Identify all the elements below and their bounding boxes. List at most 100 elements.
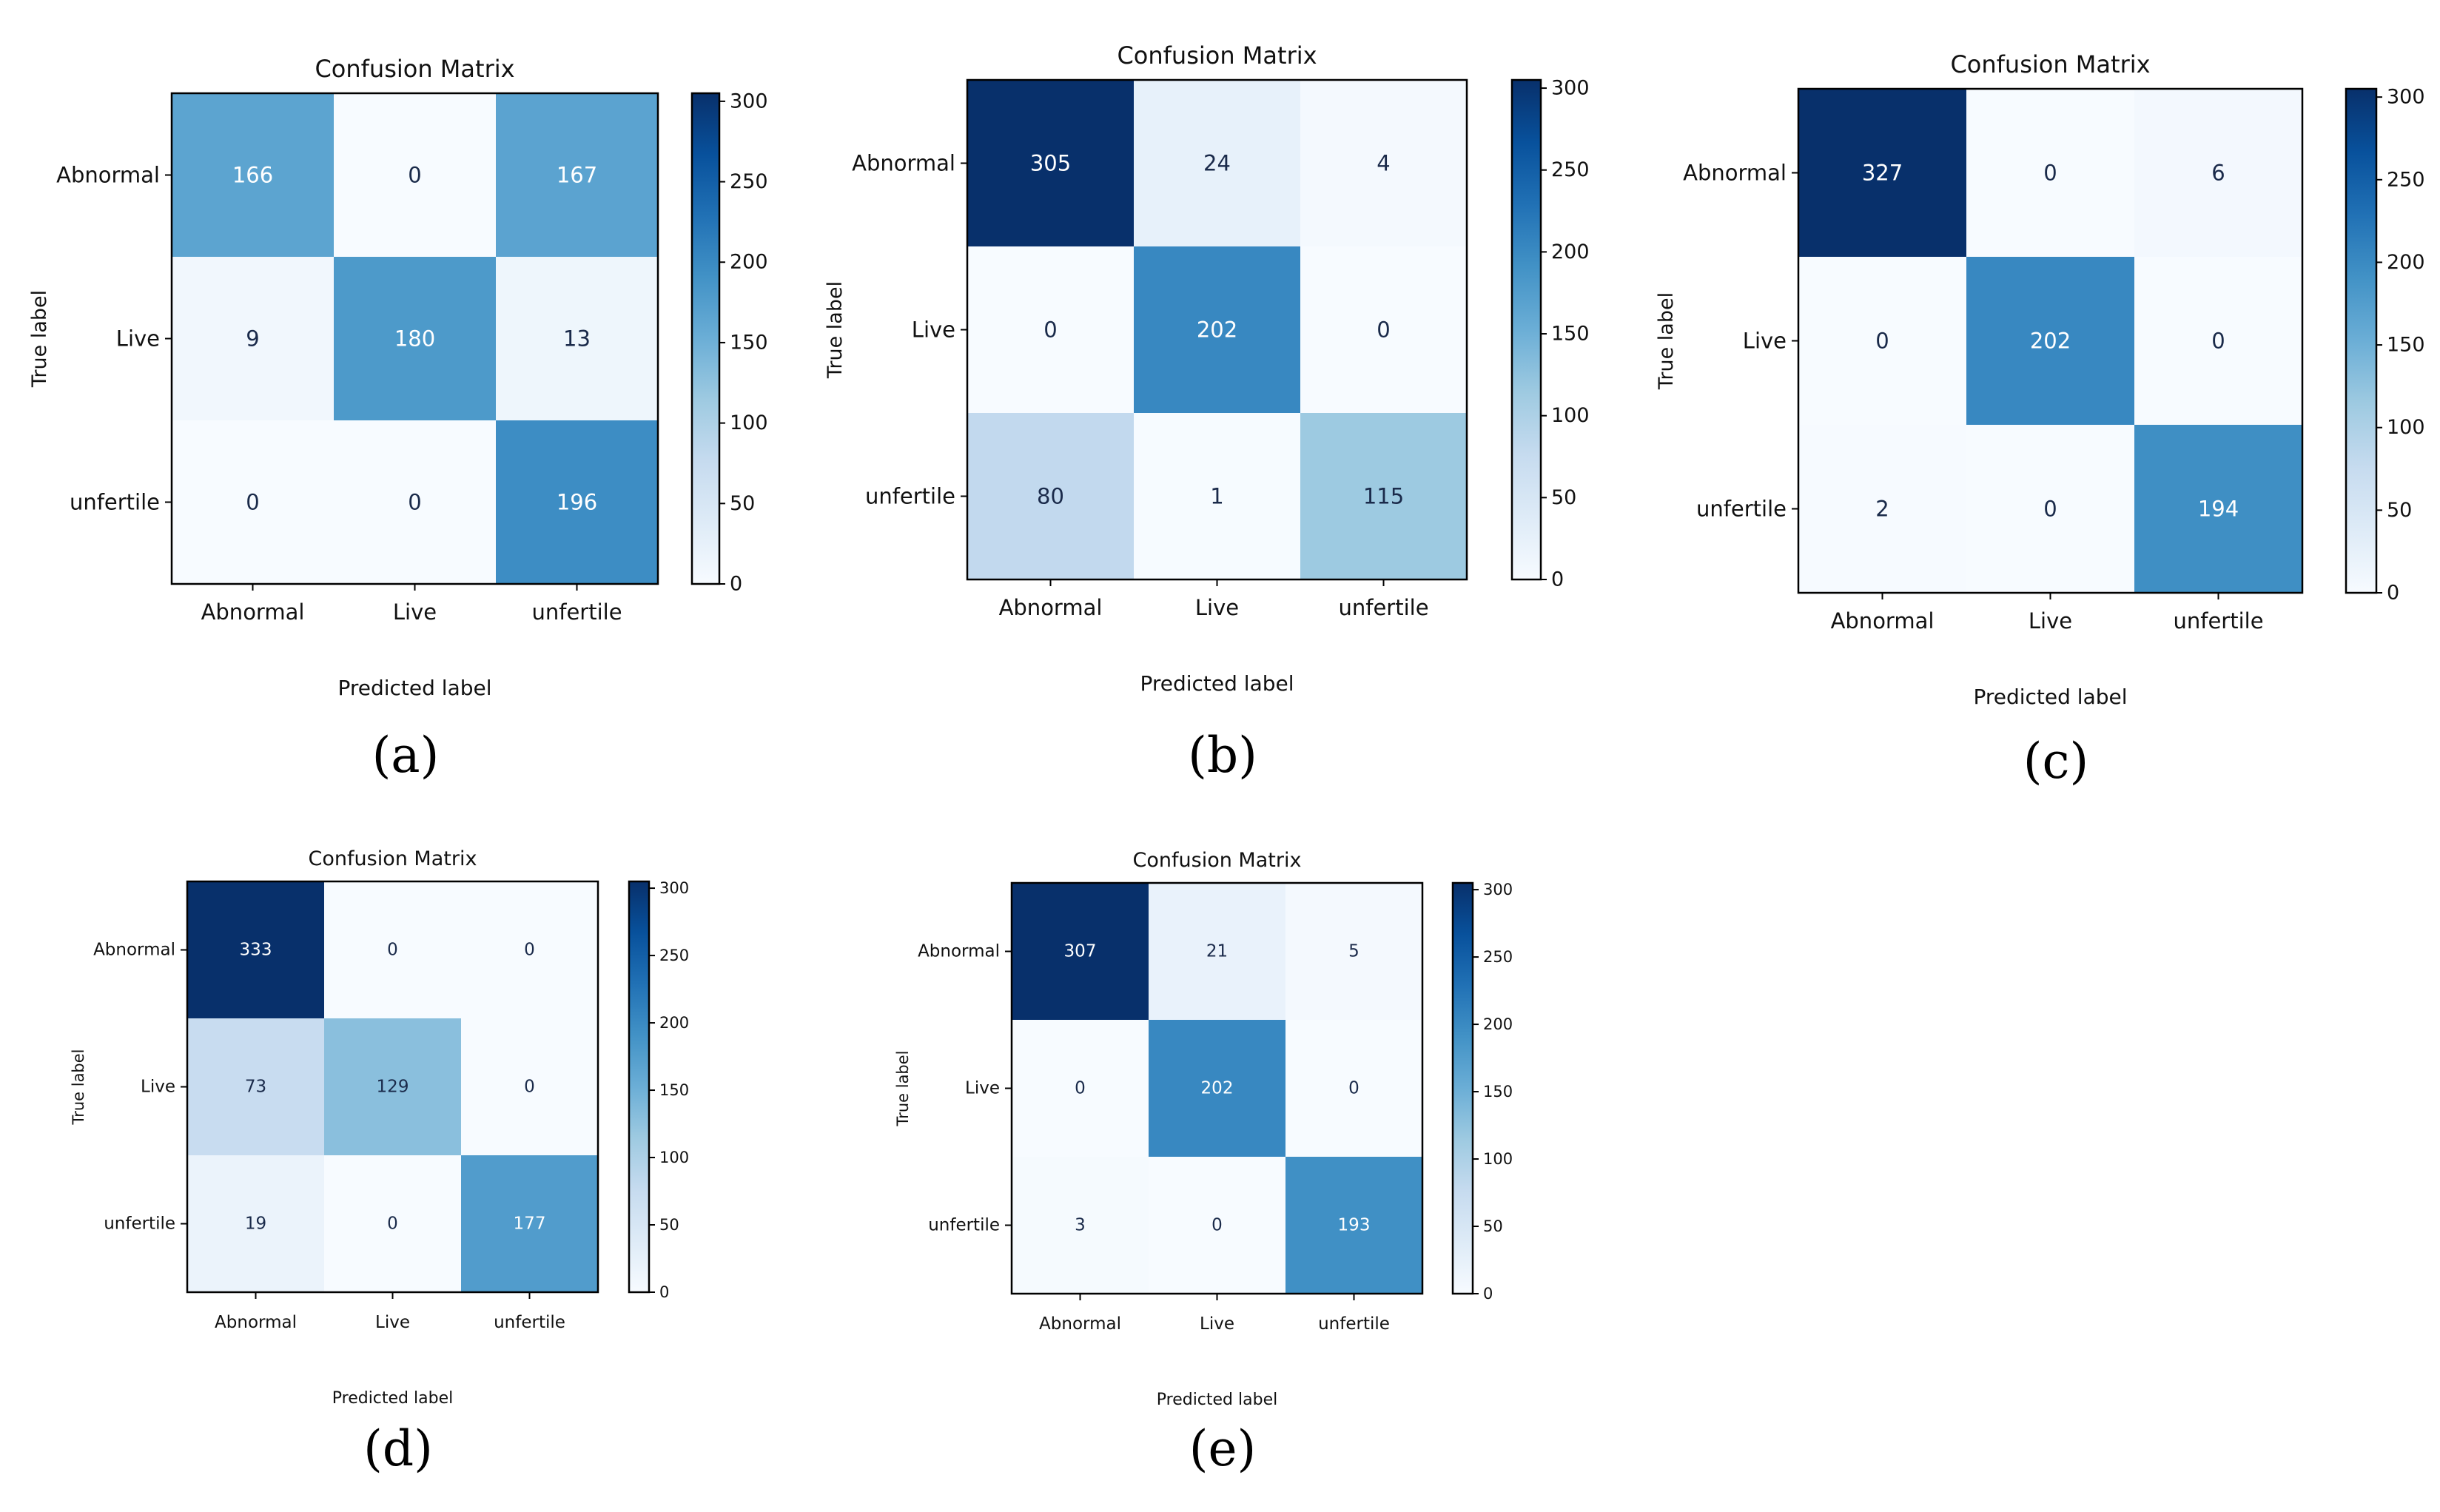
heatmap-cell [187, 1155, 324, 1292]
heatmap-cell [1134, 413, 1300, 579]
heatmap-cell [1134, 246, 1300, 413]
heatmap-cell [1798, 425, 1966, 593]
heatmap-cell [1134, 80, 1300, 246]
colorbar-tick-label: 100 [1483, 1150, 1513, 1168]
confusion-matrix-panel-a: Confusion Matrix 166 0 167 9 180 13 0 0 196 Abnorm… [28, 55, 768, 784]
x-tick-label: Live [393, 599, 437, 625]
cell-value-label: 0 [246, 490, 259, 515]
heatmap-cell [324, 881, 461, 1018]
colorbar-tick-label: 200 [1551, 241, 1590, 263]
cell-value-label: 13 [563, 326, 591, 352]
cell-value-label: 202 [2030, 329, 2071, 354]
heatmap-cell [1798, 89, 1966, 257]
y-axis-label: True label [70, 1049, 87, 1125]
colorbar-tick-label: 150 [659, 1081, 689, 1099]
heatmap-cell [2134, 89, 2302, 257]
chart-title: Confusion Matrix [1950, 50, 2150, 78]
y-tick-label: unfertile [865, 484, 955, 509]
y-axis-label: True label [894, 1050, 912, 1126]
cell-value-label: 202 [1197, 317, 1237, 343]
cell-value-label: 177 [514, 1214, 546, 1234]
cell-value-label: 0 [1348, 1079, 1360, 1098]
heatmap-cell [172, 93, 334, 257]
heatmap-cell [1966, 257, 2134, 425]
colorbar-tick-label: 100 [730, 411, 768, 434]
y-tick-label: Live [141, 1078, 175, 1097]
cell-value-label: 4 [1377, 151, 1390, 176]
heatmap-cell [496, 93, 658, 257]
x-tick-label: Live [375, 1313, 410, 1332]
heatmap-cell [461, 1155, 598, 1292]
y-tick-label: Abnormal [93, 941, 175, 960]
heatmap-cell [496, 257, 658, 420]
y-tick-label: Live [1743, 329, 1787, 354]
y-tick-label: Live [912, 317, 955, 343]
cell-value-label: 333 [240, 941, 272, 960]
cell-value-label: 1 [1210, 484, 1223, 509]
colorbar [690, 92, 721, 585]
colorbar [1451, 881, 1474, 1295]
colorbar-tick-label: 300 [1551, 77, 1590, 100]
heatmap-cell [1300, 413, 1467, 579]
cell-value-label: 9 [246, 326, 259, 352]
heatmap-cell [967, 246, 1134, 413]
chart-title: Confusion Matrix [315, 55, 514, 83]
heatmap-cell [1798, 257, 1966, 425]
y-tick-label: Live [965, 1079, 1000, 1098]
colorbar-tick-label: 150 [730, 331, 768, 354]
cell-value-label: 0 [2043, 161, 2057, 186]
cell-value-label: 202 [1201, 1079, 1234, 1098]
x-tick-label: unfertile [1338, 595, 1428, 620]
chart-title: Confusion Matrix [309, 847, 477, 870]
heatmap-cell [334, 420, 496, 584]
heatmap-cell [1966, 425, 2134, 593]
cell-value-label: 193 [1338, 1216, 1371, 1235]
heatmap-cell [1012, 1020, 1149, 1157]
cell-value-label: 0 [1075, 1079, 1086, 1098]
heatmap-cell [334, 93, 496, 257]
cell-value-label: 0 [408, 163, 421, 188]
colorbar-tick-label: 300 [1483, 881, 1513, 898]
y-tick-label: Abnormal [1683, 161, 1787, 186]
cell-value-label: 21 [1206, 942, 1228, 961]
cell-value-label: 196 [557, 490, 597, 515]
colorbar [628, 880, 651, 1294]
colorbar-tick-label: 150 [2387, 334, 2425, 357]
colorbar-tick-label: 150 [1551, 323, 1590, 346]
heatmap-cell [324, 1155, 461, 1292]
cell-value-label: 166 [232, 163, 273, 188]
x-axis-label: Predicted label [332, 1389, 453, 1408]
cell-value-label: 0 [387, 1214, 398, 1234]
panel-caption: (e) [1189, 1420, 1257, 1477]
panel-caption: (b) [1188, 727, 1257, 784]
colorbar-tick-label: 0 [1483, 1285, 1493, 1303]
cell-value-label: 24 [1203, 151, 1231, 176]
cell-value-label: 0 [524, 1078, 535, 1097]
cell-value-label: 19 [245, 1214, 266, 1234]
panel-caption: (c) [2023, 733, 2088, 790]
x-axis-label: Predicted label [1157, 1391, 1277, 1409]
panel-caption: (a) [372, 727, 440, 784]
heatmap-cell [2134, 257, 2302, 425]
heatmap-cell [496, 420, 658, 584]
colorbar-tick-label: 0 [659, 1283, 669, 1301]
colorbar-tick-label: 200 [730, 251, 768, 274]
colorbar-tick-label: 50 [659, 1216, 679, 1234]
y-tick-label: Abnormal [852, 151, 955, 176]
heatmap-cell [1285, 1020, 1422, 1157]
colorbar-tick-label: 100 [1551, 404, 1590, 427]
colorbar-tick-label: 50 [1551, 486, 1576, 509]
colorbar-tick-label: 250 [659, 947, 689, 964]
heatmap-cell [1300, 246, 1467, 413]
heatmap-cell [1149, 1020, 1285, 1157]
colorbar-tick-label: 200 [659, 1014, 689, 1032]
y-tick-label: Abnormal [918, 942, 1000, 961]
colorbar-tick-label: 300 [659, 879, 689, 897]
chart-title: Confusion Matrix [1133, 849, 1302, 872]
x-tick-label: unfertile [2173, 608, 2263, 634]
heatmap-cell [461, 881, 598, 1018]
cell-value-label: 115 [1363, 484, 1404, 509]
cell-value-label: 0 [387, 941, 398, 960]
cell-value-label: 194 [2198, 497, 2239, 522]
x-axis-label: Predicted label [1973, 685, 2127, 709]
